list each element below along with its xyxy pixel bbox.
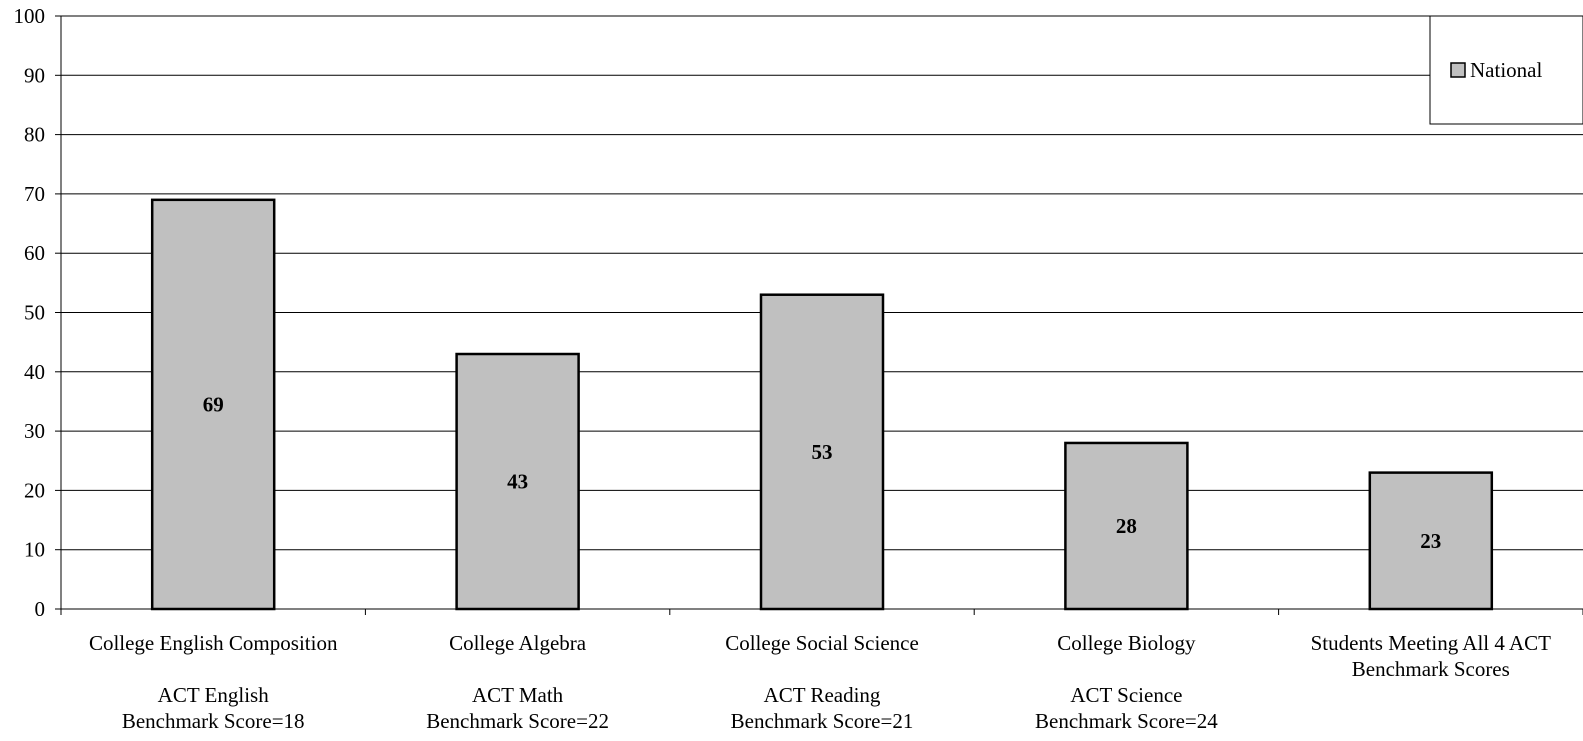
data-label: 23 (1420, 529, 1441, 553)
x-tick-label: College English Composition ACT English Be… (89, 631, 338, 733)
y-tick-label: 20 (24, 478, 45, 502)
data-label: 28 (1116, 514, 1137, 538)
bar (455, 352, 580, 611)
legend-label: National (1470, 58, 1542, 82)
x-tick-label: College Social Science ACT Reading Benchma… (725, 631, 919, 733)
legend: National (1429, 15, 1583, 125)
x-tick-labels: College English Composition ACT English Be… (89, 631, 1551, 733)
y-tick-labels: 0 10 20 30 40 50 60 70 80 90 100 (14, 4, 46, 621)
y-tick-label: 70 (24, 182, 45, 206)
bar (1368, 471, 1494, 611)
y-tick-label: 80 (24, 123, 45, 147)
axes (55, 15, 1583, 615)
legend-swatch (1450, 62, 1466, 78)
y-tick-label: 100 (14, 4, 46, 28)
x-tick-label: College Biology ACT Science Benchmark Scor… (1035, 631, 1218, 733)
x-tick-label: College Algebra ACT Math Benchmark Score=2… (426, 631, 609, 733)
y-tick-label: 60 (24, 241, 45, 265)
data-label: 69 (203, 392, 224, 416)
bars: 69 43 53 28 23 (150, 198, 1494, 611)
y-tick-label: 90 (24, 63, 45, 87)
data-label: 43 (507, 470, 528, 494)
y-tick-label: 30 (24, 419, 45, 443)
y-tick-label: 40 (24, 360, 45, 384)
bar (150, 198, 276, 611)
bar (1064, 441, 1189, 611)
data-label: 53 (812, 440, 833, 464)
y-tick-label: 10 (24, 538, 45, 562)
y-tick-label: 50 (24, 301, 45, 325)
x-tick-label: Students Meeting All 4 ACT Benchmark Scor… (1311, 631, 1552, 681)
y-tick-label: 0 (35, 597, 46, 621)
